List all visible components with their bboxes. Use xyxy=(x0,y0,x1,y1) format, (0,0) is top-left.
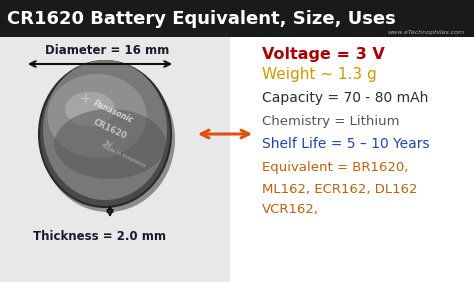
Text: www.eTechnophiles.com: www.eTechnophiles.com xyxy=(388,30,465,35)
Text: Panasonic: Panasonic xyxy=(91,99,135,125)
Text: Capacity = 70 - 80 mAh: Capacity = 70 - 80 mAh xyxy=(262,91,428,105)
Ellipse shape xyxy=(43,60,167,200)
Text: Weight ~ 1.3 g: Weight ~ 1.3 g xyxy=(262,67,377,83)
Ellipse shape xyxy=(47,74,146,158)
Text: Shelf Life = 5 – 10 Years: Shelf Life = 5 – 10 Years xyxy=(262,137,429,151)
Text: 3V: 3V xyxy=(101,139,112,149)
Ellipse shape xyxy=(54,109,166,179)
Text: Equivalent = BR1620,: Equivalent = BR1620, xyxy=(262,162,409,175)
Text: VCR162,: VCR162, xyxy=(262,204,319,217)
Text: Thickness = 2.0 mm: Thickness = 2.0 mm xyxy=(34,230,166,243)
Text: ML162, ECR162, DL162: ML162, ECR162, DL162 xyxy=(262,182,418,195)
Text: CR1620 Battery Equivalent, Size, Uses: CR1620 Battery Equivalent, Size, Uses xyxy=(7,10,396,28)
Text: Diameter = 16 mm: Diameter = 16 mm xyxy=(45,43,169,56)
FancyBboxPatch shape xyxy=(0,37,230,282)
Text: +: + xyxy=(79,92,91,106)
Ellipse shape xyxy=(65,91,115,127)
Text: Chemistry = Lithium: Chemistry = Lithium xyxy=(262,116,400,129)
Ellipse shape xyxy=(39,61,171,207)
FancyBboxPatch shape xyxy=(0,0,474,37)
Text: Voltage = 3 V: Voltage = 3 V xyxy=(262,47,385,61)
Text: Made in Indonesia: Made in Indonesia xyxy=(100,144,146,168)
Ellipse shape xyxy=(41,66,175,212)
Text: CR1620: CR1620 xyxy=(92,117,128,141)
